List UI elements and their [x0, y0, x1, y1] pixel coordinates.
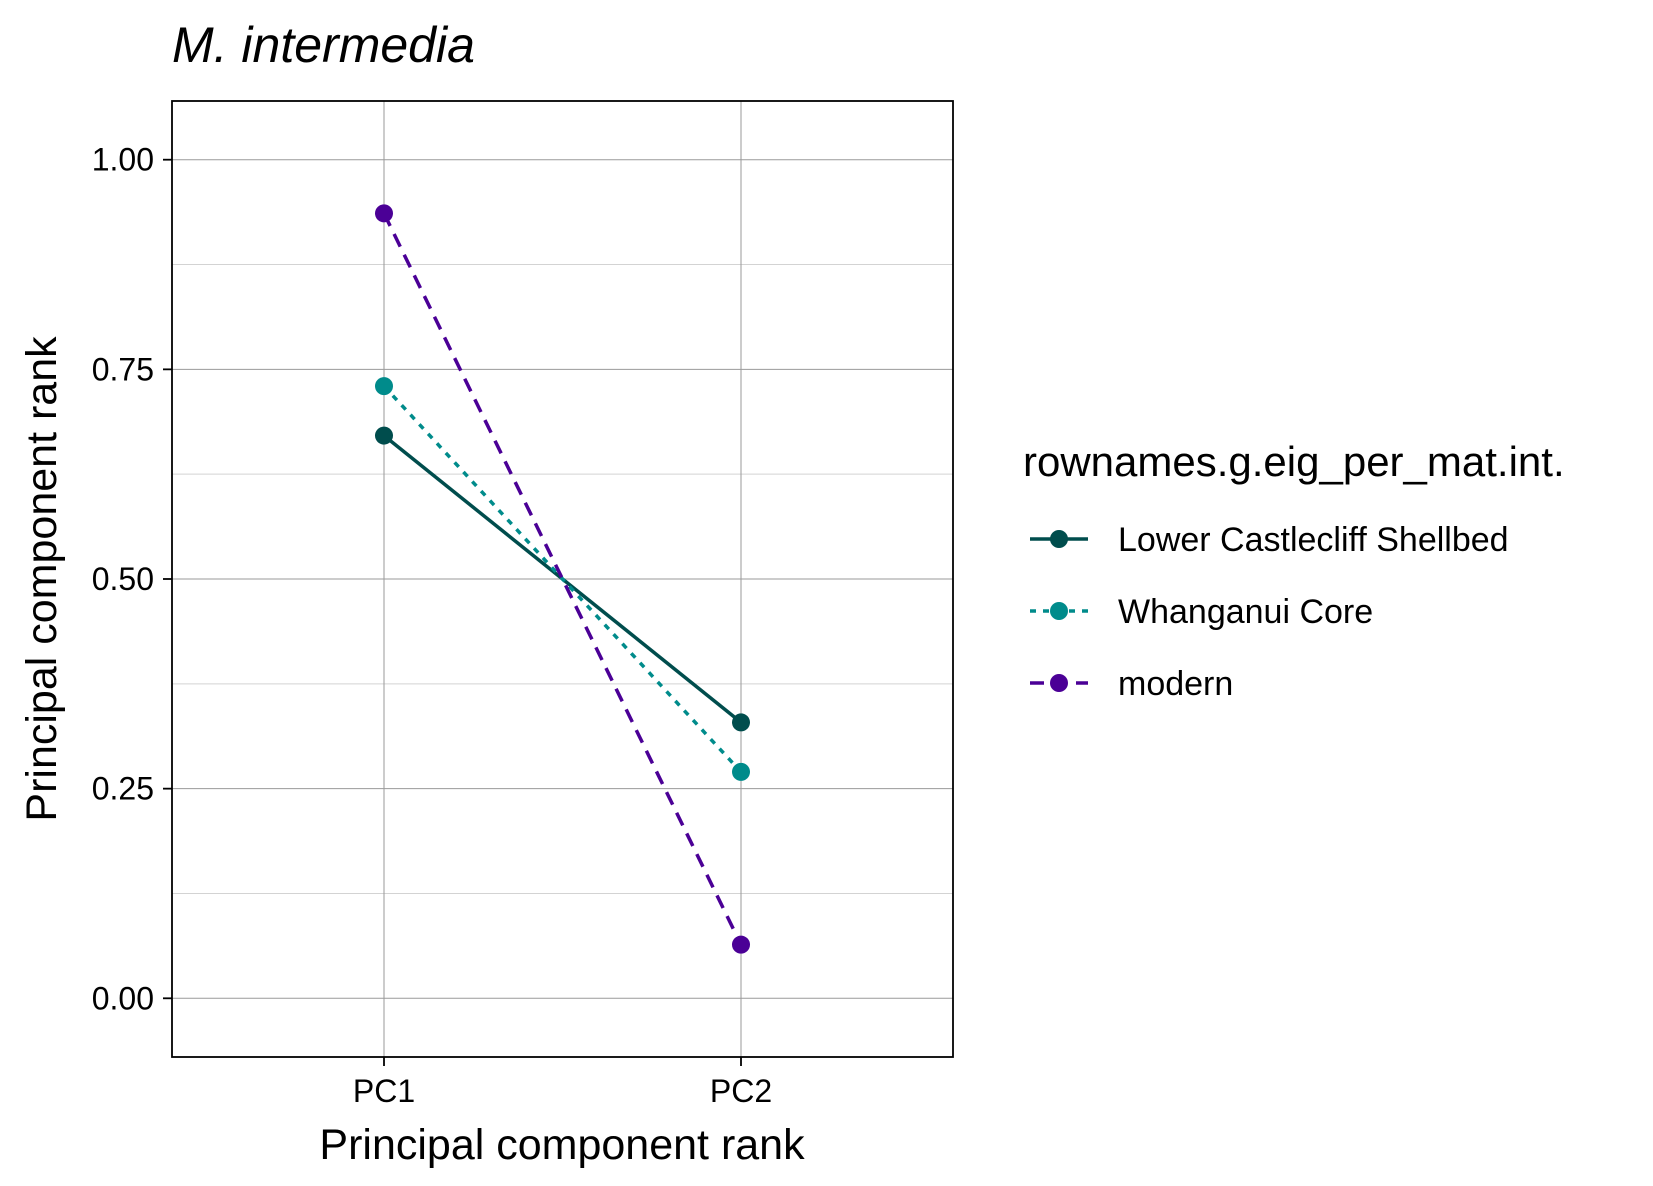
data-point	[732, 713, 750, 732]
data-point	[732, 935, 750, 954]
legend-label: Lower Castlecliff Shellbed	[1118, 521, 1509, 559]
data-point	[375, 204, 393, 223]
grid-layer	[172, 101, 953, 1057]
legend-item: modern	[1030, 665, 1233, 703]
y-tick-label: 0.25	[92, 771, 154, 807]
legend-items: Lower Castlecliff Shellbed Whanganui Core…	[1030, 521, 1509, 703]
series-line	[382, 212, 743, 946]
x-tick-label: PC2	[710, 1073, 772, 1109]
legend-label: Whanganui Core	[1118, 593, 1373, 631]
y-axis: 0.00 0.25 0.50 0.75 1.00	[92, 142, 172, 1016]
legend-key-point	[1050, 674, 1068, 692]
x-axis: PC1 PC2	[353, 1057, 772, 1109]
y-tick-label: 0.00	[92, 980, 154, 1016]
legend-key-point	[1050, 530, 1068, 548]
series-line	[382, 384, 743, 774]
chart-title: M. intermedia	[172, 17, 475, 73]
data-point	[732, 762, 750, 781]
x-axis-title: Principal component rank	[319, 1121, 805, 1169]
data-point	[375, 426, 393, 445]
legend-item: Lower Castlecliff Shellbed	[1030, 521, 1509, 559]
y-axis-title: Principal component rank	[18, 336, 66, 822]
y-tick-label: 0.50	[92, 561, 154, 597]
y-tick-label: 1.00	[92, 142, 154, 178]
legend-label: modern	[1118, 665, 1233, 703]
legend-title: rownames.g.eig_per_mat.int.	[1023, 438, 1565, 485]
legend: rownames.g.eig_per_mat.int. Lower Castle…	[1023, 438, 1565, 703]
y-tick-label: 0.75	[92, 351, 154, 387]
x-tick-label: PC1	[353, 1073, 415, 1109]
data-point	[375, 377, 393, 396]
series-layer	[375, 204, 750, 954]
legend-item: Whanganui Core	[1030, 593, 1373, 631]
legend-key-point	[1050, 602, 1068, 620]
